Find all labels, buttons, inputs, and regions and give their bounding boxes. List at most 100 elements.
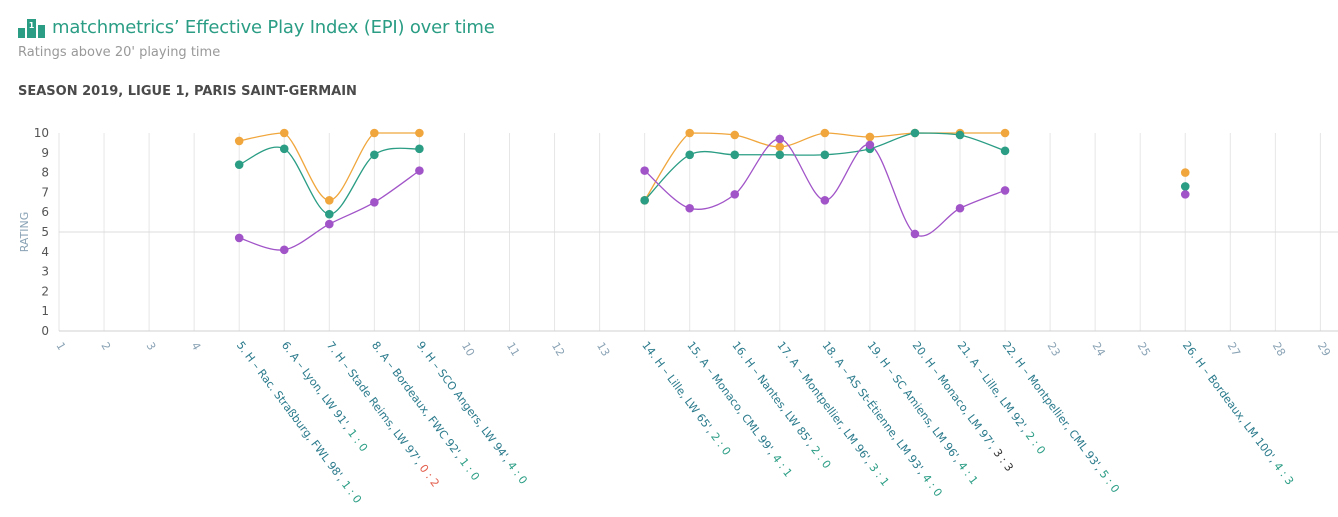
podium-icon: 1: [18, 19, 45, 38]
data-point-green: [685, 150, 694, 160]
data-point-purple: [325, 219, 334, 229]
match-text: 28: [1270, 340, 1288, 359]
match-text: 13: [594, 340, 612, 359]
data-point-green: [234, 160, 244, 169]
data-point-purple: [1180, 190, 1190, 199]
y-tick-label: 5: [41, 225, 49, 239]
match-text: 19. H – SC Amiens, LM 96',: [865, 339, 966, 467]
match-score: 0 : 2: [417, 462, 442, 490]
x-tick-label: 1: [53, 340, 68, 353]
series-points: [234, 128, 1190, 255]
match-text: 29: [1315, 340, 1333, 359]
data-point-orange: [325, 196, 334, 205]
match-score: 4 : 1: [955, 459, 980, 487]
data-point-green: [775, 150, 785, 160]
match-score: 4 : 0: [919, 472, 944, 500]
data-point-purple: [234, 233, 244, 243]
y-tick-label: 9: [41, 146, 49, 160]
match-text: 20. H – Monaco, LM 97',: [910, 339, 1001, 454]
y-tick-label: 6: [41, 205, 49, 219]
x-tick-label: 25: [1135, 340, 1153, 359]
data-point-orange: [865, 132, 875, 142]
data-point-orange: [730, 130, 740, 140]
match-label: 21. A – Lille, LM 92', 2 : 0: [955, 339, 1048, 457]
data-point-orange: [1180, 168, 1190, 177]
x-axis: 1 2 3 4 5. H – Rac. Straßburg, FWL 98', 1 : …: [53, 339, 1333, 506]
data-point-purple: [730, 190, 740, 199]
x-tick-label: 24: [1090, 340, 1108, 359]
y-tick-label: 8: [41, 166, 49, 180]
data-point-green: [820, 150, 830, 160]
data-point-orange: [279, 128, 289, 138]
svg-text:1: 1: [29, 21, 35, 30]
match-text: 4: [189, 340, 204, 353]
data-point-green: [910, 128, 920, 138]
y-tick-label: 3: [41, 265, 49, 279]
data-point-purple: [1000, 186, 1010, 195]
x-tick-label: 13: [594, 340, 612, 359]
y-tick-label: 0: [41, 324, 49, 338]
x-tick-label: 28: [1270, 340, 1288, 359]
y-tick-label: 7: [41, 185, 49, 199]
data-point-purple: [865, 140, 875, 150]
match-score: 4 : 1: [769, 452, 794, 480]
data-point-green: [730, 150, 740, 160]
data-point-purple: [820, 196, 830, 205]
data-point-green: [279, 144, 289, 154]
match-score: 4 : 3: [1271, 460, 1296, 488]
data-point-green: [325, 209, 334, 219]
y-axis: 0 1 2 3 4 5 6 7 8 9 10: [34, 126, 49, 338]
season-heading: SEASON 2019, LIGUE 1, PARIS SAINT-GERMAI…: [18, 84, 357, 99]
data-point-orange: [820, 128, 830, 138]
x-tick-label: 11: [504, 340, 522, 359]
series-lines: [238, 132, 1006, 251]
y-tick-label: 2: [41, 284, 49, 298]
match-score: 2 : 0: [1023, 429, 1048, 457]
x-tick-label: 2: [98, 340, 113, 353]
match-text: 26. H – Bordeaux, LM 100',: [1180, 339, 1282, 468]
match-score: 2 : 0: [808, 444, 833, 472]
x-tick-label: 10: [459, 340, 477, 359]
match-text: 8. A – Bordeaux, FWC 92',: [369, 339, 467, 463]
match-text: 10: [459, 340, 477, 359]
match-text: 2: [98, 340, 113, 353]
chart-title: matchmetrics’ Effective Play Index (EPI)…: [52, 16, 495, 38]
data-point-orange: [1000, 128, 1010, 138]
match-text: 11: [504, 340, 522, 359]
chart-subtitle: Ratings above 20' playing time: [18, 45, 221, 60]
x-tick-label: 3: [144, 340, 159, 353]
data-point-purple: [370, 198, 379, 207]
match-label: 14. H – Lille, LW 65', 2 : 0: [639, 339, 733, 458]
data-point-orange: [775, 142, 785, 152]
data-point-green: [1180, 182, 1190, 191]
match-text: 15. A – Monaco, CML 99',: [684, 339, 780, 460]
match-score: 3 : 1: [866, 461, 891, 489]
match-score: 3 : 3: [991, 446, 1016, 474]
data-point-green: [955, 130, 965, 140]
match-text: 1: [53, 340, 68, 353]
match-text: 24: [1090, 340, 1108, 359]
match-score: 5 : 0: [1097, 468, 1122, 496]
data-point-purple: [955, 203, 965, 213]
data-point-green: [640, 196, 649, 205]
y-tick-label: 4: [41, 245, 49, 259]
data-point-green: [1000, 146, 1010, 156]
match-text: 3: [144, 340, 159, 353]
data-point-purple: [775, 134, 785, 144]
data-point-green: [370, 150, 379, 160]
data-point-purple: [415, 166, 424, 175]
match-score: 1 : 0: [457, 456, 482, 484]
match-label: 6. A – Lyon, LW 91', 1 : 0: [279, 339, 370, 454]
y-tick-label: 10: [34, 126, 49, 140]
data-point-orange: [370, 128, 379, 138]
match-text: 23: [1045, 340, 1063, 359]
data-point-orange: [234, 136, 244, 146]
data-point-purple: [640, 166, 649, 175]
data-point-purple: [685, 203, 694, 213]
match-text: 9. H – SCO Angers, LW 94',: [414, 339, 515, 467]
match-text: 12: [549, 340, 567, 359]
data-point-purple: [910, 229, 920, 239]
match-score: 1 : 0: [345, 427, 370, 455]
data-point-green: [415, 144, 424, 154]
y-axis-label: RATING: [18, 212, 31, 253]
